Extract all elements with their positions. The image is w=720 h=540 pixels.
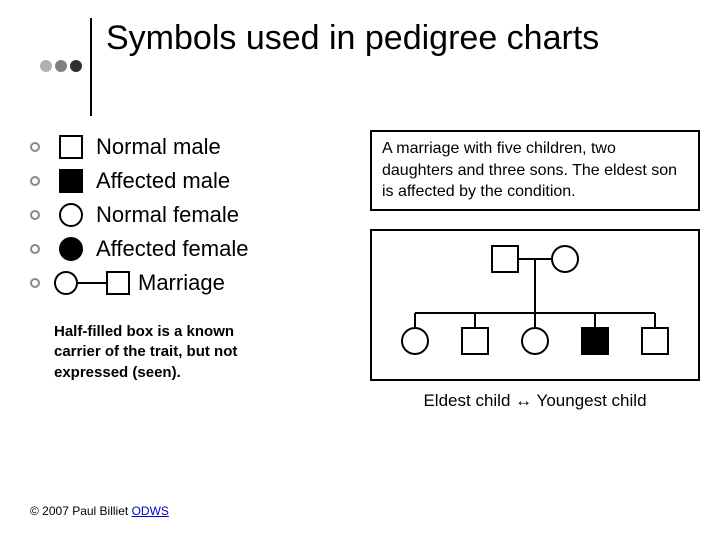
- legend-item-normal-female: Normal female: [30, 198, 350, 232]
- normal-male-icon: [54, 135, 88, 159]
- marriage-icon: [54, 270, 132, 296]
- legend-label: Affected male: [96, 168, 230, 194]
- affected-female-icon: [54, 237, 88, 261]
- bullet-icon: [30, 278, 40, 288]
- legend-list: Normal male Affected male Normal female: [30, 130, 350, 300]
- carrier-note: Half-filled box is a known carrier of th…: [54, 322, 264, 383]
- example-callout: A marriage with five children, two daugh…: [370, 130, 700, 211]
- footer: © 2007 Paul Billiet ODWS: [30, 504, 169, 518]
- pedigree-diagram: [370, 229, 700, 381]
- bullet-icon: [30, 210, 40, 220]
- bullet-icon: [30, 176, 40, 186]
- arrow-icon: ↔: [515, 391, 532, 410]
- caption-prefix: Eldest child: [423, 391, 515, 410]
- legend-item-normal-male: Normal male: [30, 130, 350, 164]
- legend-item-affected-male: Affected male: [30, 164, 350, 198]
- bullet-icon: [30, 244, 40, 254]
- normal-female-icon: [54, 203, 88, 227]
- header-divider: [90, 18, 92, 116]
- header-dots: [40, 60, 82, 72]
- pedigree-caption: Eldest child ↔ Youngest child: [370, 391, 700, 411]
- legend-label: Normal female: [96, 202, 239, 228]
- bullet-icon: [30, 142, 40, 152]
- legend-label: Normal male: [96, 134, 221, 160]
- dot-2: [55, 60, 67, 72]
- odws-link[interactable]: ODWS: [132, 504, 169, 518]
- page-title: Symbols used in pedigree charts: [106, 18, 599, 59]
- legend-item-marriage: Marriage: [30, 266, 350, 300]
- affected-male-icon: [54, 169, 88, 193]
- dot-3: [70, 60, 82, 72]
- legend-item-affected-female: Affected female: [30, 232, 350, 266]
- caption-suffix: Youngest child: [532, 391, 646, 410]
- legend-label: Marriage: [138, 270, 225, 296]
- dot-1: [40, 60, 52, 72]
- copyright-text: © 2007 Paul Billiet: [30, 504, 132, 518]
- legend-label: Affected female: [96, 236, 248, 262]
